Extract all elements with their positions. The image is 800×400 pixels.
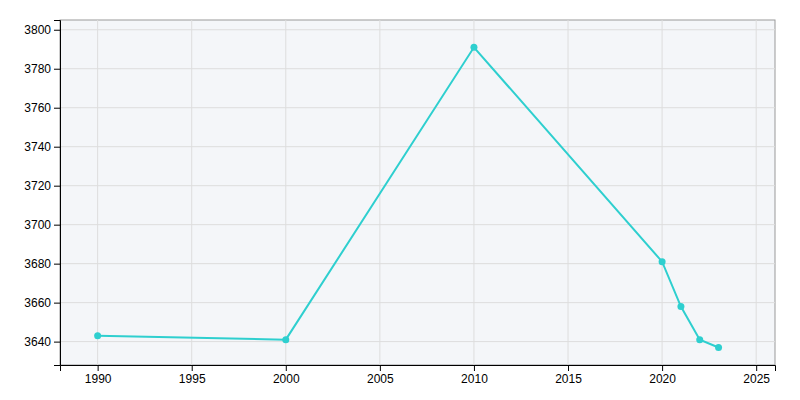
- y-axis-tick-mark: [54, 303, 60, 304]
- grid-line-x: [662, 20, 663, 365]
- grid-line-x: [191, 20, 192, 365]
- grid: [60, 20, 775, 365]
- grid-line-y: [60, 107, 775, 108]
- x-axis-tick-mark: [98, 365, 99, 371]
- y-axis-tick-label: 3780: [24, 62, 51, 76]
- x-axis-tick: 2025: [743, 365, 770, 386]
- y-axis-tick-label: 3720: [24, 179, 51, 193]
- x-axis-tick-label: 1995: [179, 372, 206, 386]
- y-axis-line: [54, 21, 61, 366]
- point: [470, 44, 477, 51]
- plot-area: 1990 1995 2000 2005 2010 2015 2020 2025 3640 3660…: [24, 20, 775, 386]
- point: [677, 303, 684, 310]
- x-axis-tick-mark: [192, 365, 193, 371]
- x-axis-tick: 2000: [273, 365, 300, 386]
- y-axis-tick-mark: [54, 225, 60, 226]
- x-axis-tick-mark: [568, 365, 569, 371]
- x-axis-tick-mark: [474, 365, 475, 371]
- grid-line-x: [97, 20, 98, 365]
- y-axis-tick-label: 3800: [24, 23, 51, 37]
- grid-line-x: [568, 20, 569, 365]
- x-axis-tick: 2005: [367, 365, 394, 386]
- x-axis: 1990 1995 2000 2005 2010 2015 2020 2025: [61, 365, 776, 386]
- x-axis-tick: 2010: [461, 365, 488, 386]
- x-axis-tick-label: 1990: [85, 372, 112, 386]
- grid-line-y: [60, 224, 775, 225]
- grid-line-y: [60, 146, 775, 147]
- y-axis-tick-mark: [54, 108, 60, 109]
- y-axis-tick-label: 3660: [24, 296, 51, 310]
- grid-line-x: [756, 20, 757, 365]
- x-axis-line: [61, 366, 776, 372]
- y-axis-tick: 3700: [24, 218, 60, 232]
- grid-line-y: [60, 68, 775, 69]
- x-axis-tick-label: 2015: [555, 372, 582, 386]
- y-axis-tick: 3760: [24, 101, 60, 115]
- x-axis-tick-mark: [286, 365, 287, 371]
- y-axis-tick-mark: [54, 30, 60, 31]
- y-axis-tick-label: 3760: [24, 101, 51, 115]
- y-axis-tick-mark: [54, 264, 60, 265]
- y-axis-tick-label: 3700: [24, 218, 51, 232]
- y-axis-tick-mark: [54, 69, 60, 70]
- point: [659, 258, 666, 265]
- grid-line-x: [285, 20, 286, 365]
- y-axis-tick: 3800: [24, 23, 60, 37]
- y-axis-tick: 3780: [24, 62, 60, 76]
- grid-line-y: [60, 341, 775, 342]
- grid-line-y: [60, 185, 775, 186]
- x-axis-tick-label: 2005: [367, 372, 394, 386]
- y-axis-tick: 3720: [24, 179, 60, 193]
- point: [715, 344, 722, 351]
- y-axis-tick-label: 3680: [24, 257, 51, 271]
- y-axis-tick-mark: [54, 147, 60, 148]
- y-axis: 3640 3660 3680 3700 3720 3740 3760 3780 3800: [24, 21, 60, 366]
- marks: [94, 44, 722, 351]
- y-axis-tick-mark: [54, 186, 60, 187]
- x-axis-tick-label: 2025: [743, 372, 770, 386]
- x-axis-tick: 1995: [179, 365, 206, 386]
- x-axis-tick: 2020: [649, 365, 676, 386]
- x-axis-tick-label: 2010: [461, 372, 488, 386]
- x-axis-tick-mark: [662, 365, 663, 371]
- y-axis-tick-mark: [54, 342, 60, 343]
- x-axis-tick: 1990: [85, 365, 112, 386]
- x-axis-tick: 2015: [555, 365, 582, 386]
- grid-line-x: [473, 20, 474, 365]
- grid-line-y: [60, 29, 775, 30]
- y-axis-tick: 3680: [24, 257, 60, 271]
- point: [696, 336, 703, 343]
- point: [282, 336, 289, 343]
- y-axis-tick: 3640: [24, 335, 60, 349]
- x-axis-tick-label: 2020: [649, 372, 676, 386]
- point: [94, 332, 101, 339]
- y-axis-tick: 3740: [24, 140, 60, 154]
- x-axis-tick-mark: [756, 365, 757, 371]
- grid-line-y: [60, 302, 775, 303]
- grid-line-y: [60, 263, 775, 264]
- y-axis-tick: 3660: [24, 296, 60, 310]
- y-axis-tick-label: 3740: [24, 140, 51, 154]
- x-axis-tick-label: 2000: [273, 372, 300, 386]
- line: [98, 47, 719, 347]
- plot-frame: [60, 20, 775, 365]
- x-axis-tick-mark: [380, 365, 381, 371]
- y-axis-tick-label: 3640: [24, 335, 51, 349]
- chart-svg: 1990 1995 2000 2005 2010 2015 2020 2025 3640 3660…: [0, 0, 800, 400]
